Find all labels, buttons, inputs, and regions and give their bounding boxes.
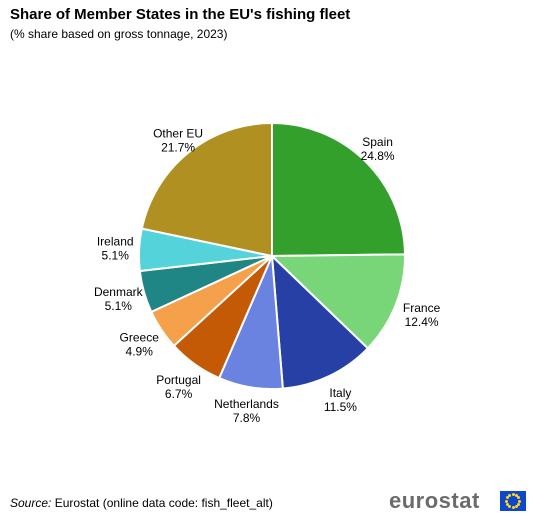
eurostat-logo: eurostat	[389, 488, 480, 513]
pie-label-spain: Spain 24.8%	[361, 135, 395, 163]
pie-slice-other-eu	[140, 121, 273, 258]
pie-slice-spain	[271, 121, 407, 258]
chart-title: Share of Member States in the EU's fishi…	[10, 6, 351, 23]
pie-label-italy: Italy 11.5%	[324, 386, 357, 414]
pie-slice-france	[269, 253, 406, 350]
chart-subtitle: (% share based on gross tonnage, 2023)	[10, 27, 228, 41]
pie-label-france: France 12.4%	[403, 301, 441, 329]
source-text: Eurostat (online data code: fish_fleet_a…	[54, 496, 273, 510]
pie-label-other-eu: Other EU 21.7%	[153, 126, 203, 154]
eu-flag-icon	[500, 491, 526, 511]
pie-label-greece: Greece 4.9%	[120, 331, 160, 359]
source-note: Source: Eurostat (online data code: fish…	[10, 496, 273, 510]
pie-label-portugal: Portugal 6.7%	[156, 373, 201, 401]
source-label: Source:	[10, 496, 52, 510]
pie-label-ireland: Ireland 5.1%	[97, 235, 134, 263]
pie-label-denmark: Denmark 5.1%	[94, 285, 144, 313]
pie-label-netherlands: Netherlands 7.8%	[214, 397, 279, 425]
pie-slice-italy	[270, 253, 370, 390]
